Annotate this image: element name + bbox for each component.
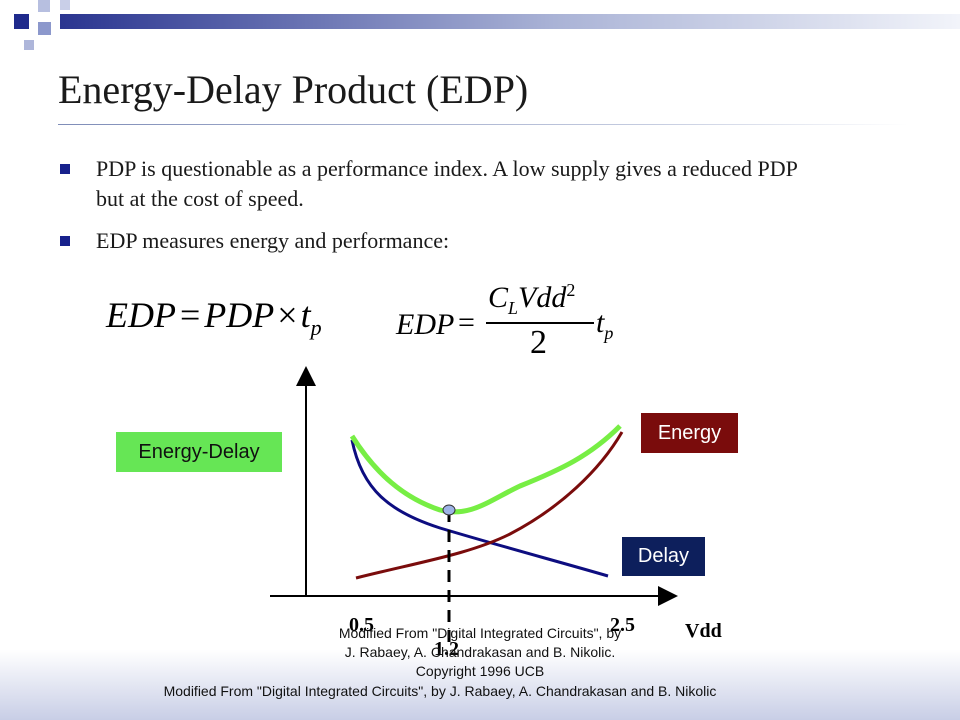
bullet-item-2: EDP measures energy and performance: xyxy=(60,226,820,256)
x-tick-high: 2.5 xyxy=(610,614,635,636)
delay-label: Delay xyxy=(622,537,705,576)
formula-1-times: × xyxy=(277,295,298,335)
header-bar xyxy=(60,14,960,29)
formula-2-vdd: Vdd xyxy=(518,281,567,314)
formula-2-lhs: EDP xyxy=(396,308,455,341)
x-tick-low: 0.5 xyxy=(349,614,374,636)
bullet-item-1: PDP is questionable as a performance ind… xyxy=(60,154,820,214)
corner-square-5 xyxy=(24,40,34,50)
formula-2-numerator: CLVdd2 xyxy=(488,280,575,319)
x-axis-label: Vdd xyxy=(685,620,722,642)
formula-2-c-sub: L xyxy=(508,298,519,318)
formula-2-c: C xyxy=(488,281,509,314)
formula-1-t: t xyxy=(300,295,311,335)
energy-label: Energy xyxy=(641,413,738,453)
title-underline xyxy=(58,124,908,125)
corner-square-3 xyxy=(38,22,51,35)
bullet-text: PDP is questionable as a performance ind… xyxy=(96,156,798,211)
corner-square-4 xyxy=(60,0,70,10)
formula-2-vdd-sup: 2 xyxy=(566,280,576,300)
formula-2-fraction-bar xyxy=(486,322,594,324)
formula-1-equals: = xyxy=(179,295,201,335)
formula-2-equals: = xyxy=(458,306,475,339)
bullet-square-icon xyxy=(60,236,70,246)
formula-2-denominator: 2 xyxy=(530,324,547,361)
formula-1-pdp: PDP xyxy=(204,295,275,335)
bullet-text: EDP measures energy and performance: xyxy=(96,228,450,253)
corner-square-2 xyxy=(38,0,50,12)
energy-delay-curve xyxy=(349,424,622,515)
minimum-point xyxy=(442,504,456,516)
energy-curve xyxy=(355,431,624,580)
header-decoration xyxy=(14,0,960,50)
footer-bottom-note: Modified From "Digital Integrated Circui… xyxy=(163,683,717,699)
delay-curve xyxy=(350,439,609,578)
formula-edp-expanded: EDP = CLVdd2 2 tp xyxy=(396,280,636,361)
formula-edp-pdp: EDP = PDP×tp xyxy=(106,294,322,341)
footer-center-note: Modified From "Digital Integrated Circui… xyxy=(338,625,622,679)
footer-gradient xyxy=(0,650,960,720)
bullet-square-icon xyxy=(60,164,70,174)
energy-delay-label: Energy-Delay xyxy=(116,432,282,472)
slide-title: Energy-Delay Product (EDP) xyxy=(58,67,529,112)
formula-2-t: tp xyxy=(596,306,614,343)
corner-square-1 xyxy=(14,14,29,29)
formula-1-sub: p xyxy=(310,315,322,341)
formula-1-lhs: EDP xyxy=(106,295,176,335)
